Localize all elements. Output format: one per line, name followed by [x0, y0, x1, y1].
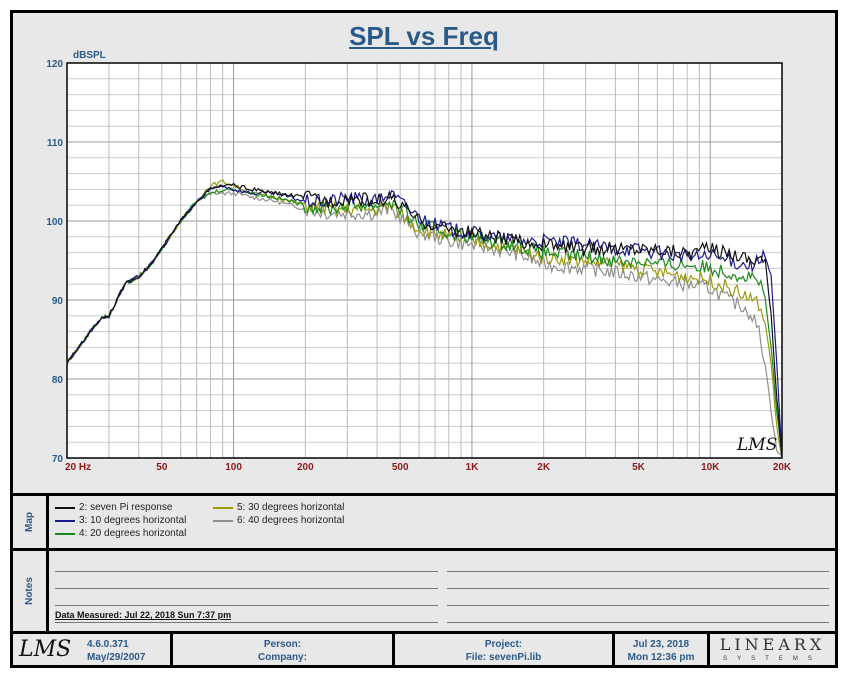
y-tick-label: 90 — [52, 296, 64, 307]
legend-item: 6: 40 degrees horizontal — [213, 515, 344, 527]
x-tick-label: 2K — [537, 462, 551, 473]
person-label: Person: — [263, 639, 302, 650]
y-tick-label: 70 — [52, 454, 64, 465]
plot-area — [67, 63, 782, 458]
time: Mon 12:36 pm — [627, 652, 695, 663]
legend-swatch — [55, 533, 75, 535]
x-tick-label: 20K — [773, 462, 792, 473]
legend-label: 3: 10 degrees horizontal — [79, 515, 187, 526]
legend-swatch — [55, 520, 75, 522]
legend-label: 6: 40 degrees horizontal — [237, 515, 345, 526]
spl-chart: 70 80 90 100 110 120 dBSPL 20 Hz 50 100 200 500 1K 2K… — [46, 50, 792, 473]
legend-item: 2: seven Pi response — [55, 502, 172, 514]
y-tick-label: 110 — [47, 138, 64, 149]
y-tick-label: 100 — [46, 217, 63, 228]
y-tick-label: 80 — [52, 375, 64, 386]
data-measured: Data Measured: Jul 22, 2018 Sun 7:37 pm — [55, 610, 232, 620]
legend-swatch — [213, 520, 233, 522]
legend-item: 4: 20 degrees horizontal — [55, 528, 186, 540]
version: 4.6.0.371 — [87, 639, 129, 650]
chart-title: SPL vs Freq — [349, 21, 499, 51]
y-tick-label: 120 — [46, 59, 63, 70]
lms-logo: LMS — [19, 637, 72, 662]
x-tick-label: 200 — [297, 462, 314, 473]
lms-watermark: LMS — [736, 435, 777, 455]
series-line-1 — [66, 182, 783, 459]
linearx-logo: LINEARX SYSTEMS — [719, 635, 826, 662]
x-tick-label: 50 — [156, 462, 168, 473]
legend-label: 2: seven Pi response — [79, 502, 173, 513]
notes-section: Notes Data Measured: Jul 22, 2018 Sun 7:… — [13, 548, 835, 631]
footer-logo-cell: LMS 4.6.0.371 May/29/2007 — [13, 634, 173, 668]
y-axis-label: dBSPL — [73, 50, 106, 61]
x-tick-label: 10K — [701, 462, 720, 473]
map-label-box: Map — [13, 496, 49, 548]
x-tick-label: 20 Hz — [65, 462, 91, 473]
project-cell: Project: File: sevenPi.lib — [395, 634, 615, 668]
legend-swatch — [55, 507, 75, 509]
notes-label: Notes — [23, 577, 35, 605]
company-label: Company: — [258, 652, 307, 663]
x-tick-label: 100 — [225, 462, 242, 473]
person-cell: Person: Company: — [173, 634, 395, 668]
legend-swatch — [213, 507, 233, 509]
x-tick-label: 5K — [632, 462, 646, 473]
map-section: Map 2: seven Pi response 3: 10 degrees ho… — [13, 493, 835, 548]
notes-label-box: Notes — [13, 551, 49, 631]
legend-item: 3: 10 degrees horizontal — [55, 515, 186, 527]
legend-label: 5: 30 degrees horizontal — [237, 502, 345, 513]
legend-item: 5: 30 degrees horizontal — [213, 502, 344, 514]
project-label: Project: — [484, 639, 523, 650]
x-tick-label: 1K — [466, 462, 480, 473]
plot-border — [66, 62, 783, 459]
report-frame: SPL vs Freq 70 80 90 100 110 120 dBSPL 20 Hz 50 1… — [10, 10, 838, 668]
x-tick-label: 500 — [392, 462, 409, 473]
date: Jul 23, 2018 — [632, 639, 690, 650]
map-label: Map — [23, 512, 35, 532]
version-date: May/29/2007 — [87, 652, 146, 663]
footer: LMS 4.6.0.371 May/29/2007 Person: Company:… — [13, 631, 835, 668]
date-cell: Jul 23, 2018 Mon 12:36 pm — [615, 634, 710, 668]
file-label: File: sevenPi.lib — [465, 652, 542, 663]
legend-label: 4: 20 degrees horizontal — [79, 528, 187, 539]
